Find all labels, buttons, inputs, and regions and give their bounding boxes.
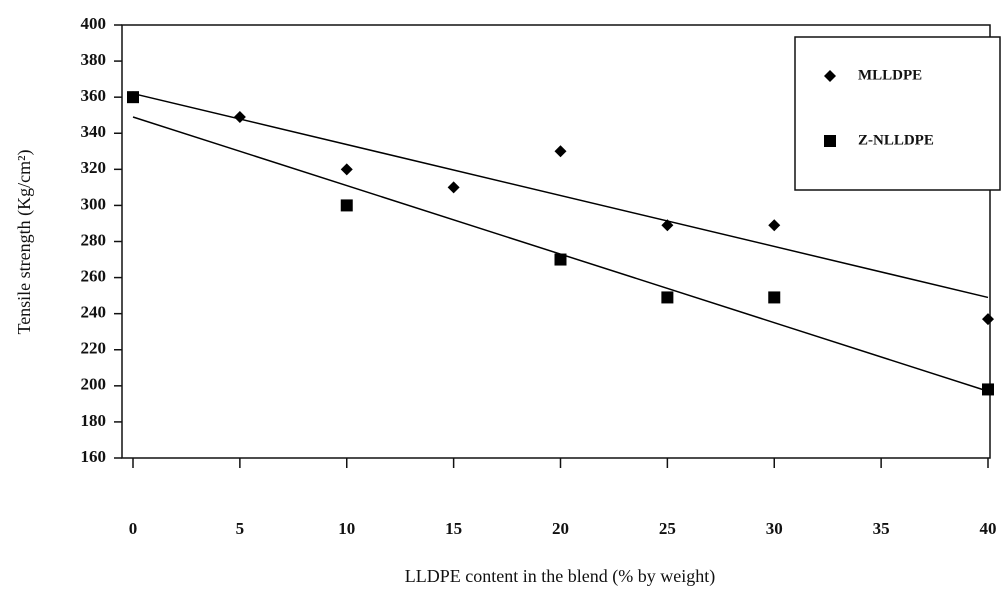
legend-marker [824,70,836,82]
marker [554,253,567,266]
trendline [132,92,989,299]
x-axis-label: LLDPE content in the blend (% by weight) [405,566,715,587]
marker [982,313,994,326]
y-tick-label: 220 [81,339,107,358]
y-tick-label: 280 [81,230,107,249]
marker [768,291,781,304]
marker [768,219,781,232]
y-tick-label: 340 [81,122,107,141]
marker [340,199,353,212]
y-axis-label: Tensile strength (Kg/cm²) [14,149,35,334]
marker [661,291,674,304]
legend-marker [824,135,836,147]
x-tick-label: 15 [445,519,462,538]
marker [127,91,139,104]
marker [340,163,353,176]
x-tick-label: 30 [766,519,783,538]
y-tick-label: 300 [81,194,107,213]
y-tick-label: 380 [81,50,107,69]
marker [447,181,460,194]
y-tick-label: 160 [81,447,107,466]
x-tick-label: 35 [873,519,890,538]
y-tick-label: 260 [81,266,107,285]
legend-label: Z-NLLDPE [858,132,934,148]
legend-label: MLLDPE [858,67,922,83]
marker [233,111,246,124]
marker [554,145,567,158]
y-tick-label: 400 [81,14,107,33]
y-tick-label: 360 [81,86,107,105]
y-tick-label: 200 [81,375,107,394]
x-tick-label: 20 [552,519,569,538]
x-tick-label: 0 [129,519,138,538]
y-tick-label: 320 [81,158,107,177]
marker [982,383,994,396]
legend-box [794,36,1001,191]
x-tick-label: 10 [338,519,355,538]
y-tick-label: 240 [81,303,107,322]
x-tick-label: 5 [236,519,245,538]
x-tick-label: 40 [980,519,997,538]
marker [661,219,674,232]
y-tick-label: 180 [81,411,107,430]
x-tick-label: 25 [659,519,676,538]
